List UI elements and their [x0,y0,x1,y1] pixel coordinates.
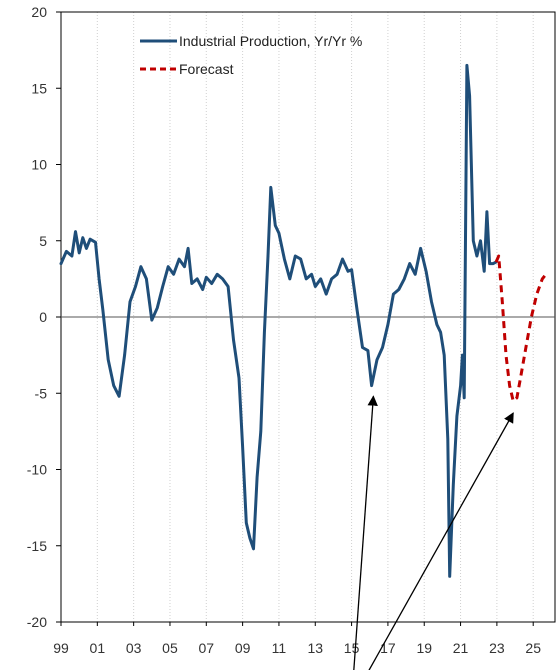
y-tick-label: 15 [31,80,47,96]
legend: Industrial Production, Yr/Yr % Forecast [140,33,362,77]
y-tick-label: 10 [31,157,47,173]
x-tick-label: 19 [416,640,432,656]
y-tick-label: 0 [39,309,47,325]
x-tick-label: 03 [126,640,142,656]
x-tick-label: 05 [162,640,178,656]
y-tick-label: -10 [27,462,47,478]
series-line-industrial-production [59,63,498,578]
x-tick-label: 13 [307,640,323,656]
x-tick-label: 99 [53,640,69,656]
legend-label-forecast: Forecast [179,61,234,77]
y-tick-label: 5 [39,233,47,249]
x-tick-label: 09 [235,640,251,656]
y-tick-label: -20 [27,614,47,630]
annotations [353,395,514,670]
x-tick-label: 21 [453,640,469,656]
x-tick-label: 11 [272,640,287,656]
annotation-arrow-1 [353,395,378,670]
x-tick-label: 07 [199,640,215,656]
x-tick-label: 17 [380,640,396,656]
y-tick-label: 20 [31,4,47,20]
legend-label-industrial-production: Industrial Production, Yr/Yr % [179,33,362,49]
series-layer [59,63,548,578]
x-tick-label: 25 [525,640,541,656]
y-tick-label: -15 [27,538,47,554]
y-tick-label: -5 [35,385,48,401]
x-tick-label: 23 [489,640,505,656]
x-tick-label: 15 [344,640,360,656]
series-line-forecast [494,254,548,403]
x-tick-label: 01 [90,640,106,656]
annotation-arrow-2 [368,412,514,670]
